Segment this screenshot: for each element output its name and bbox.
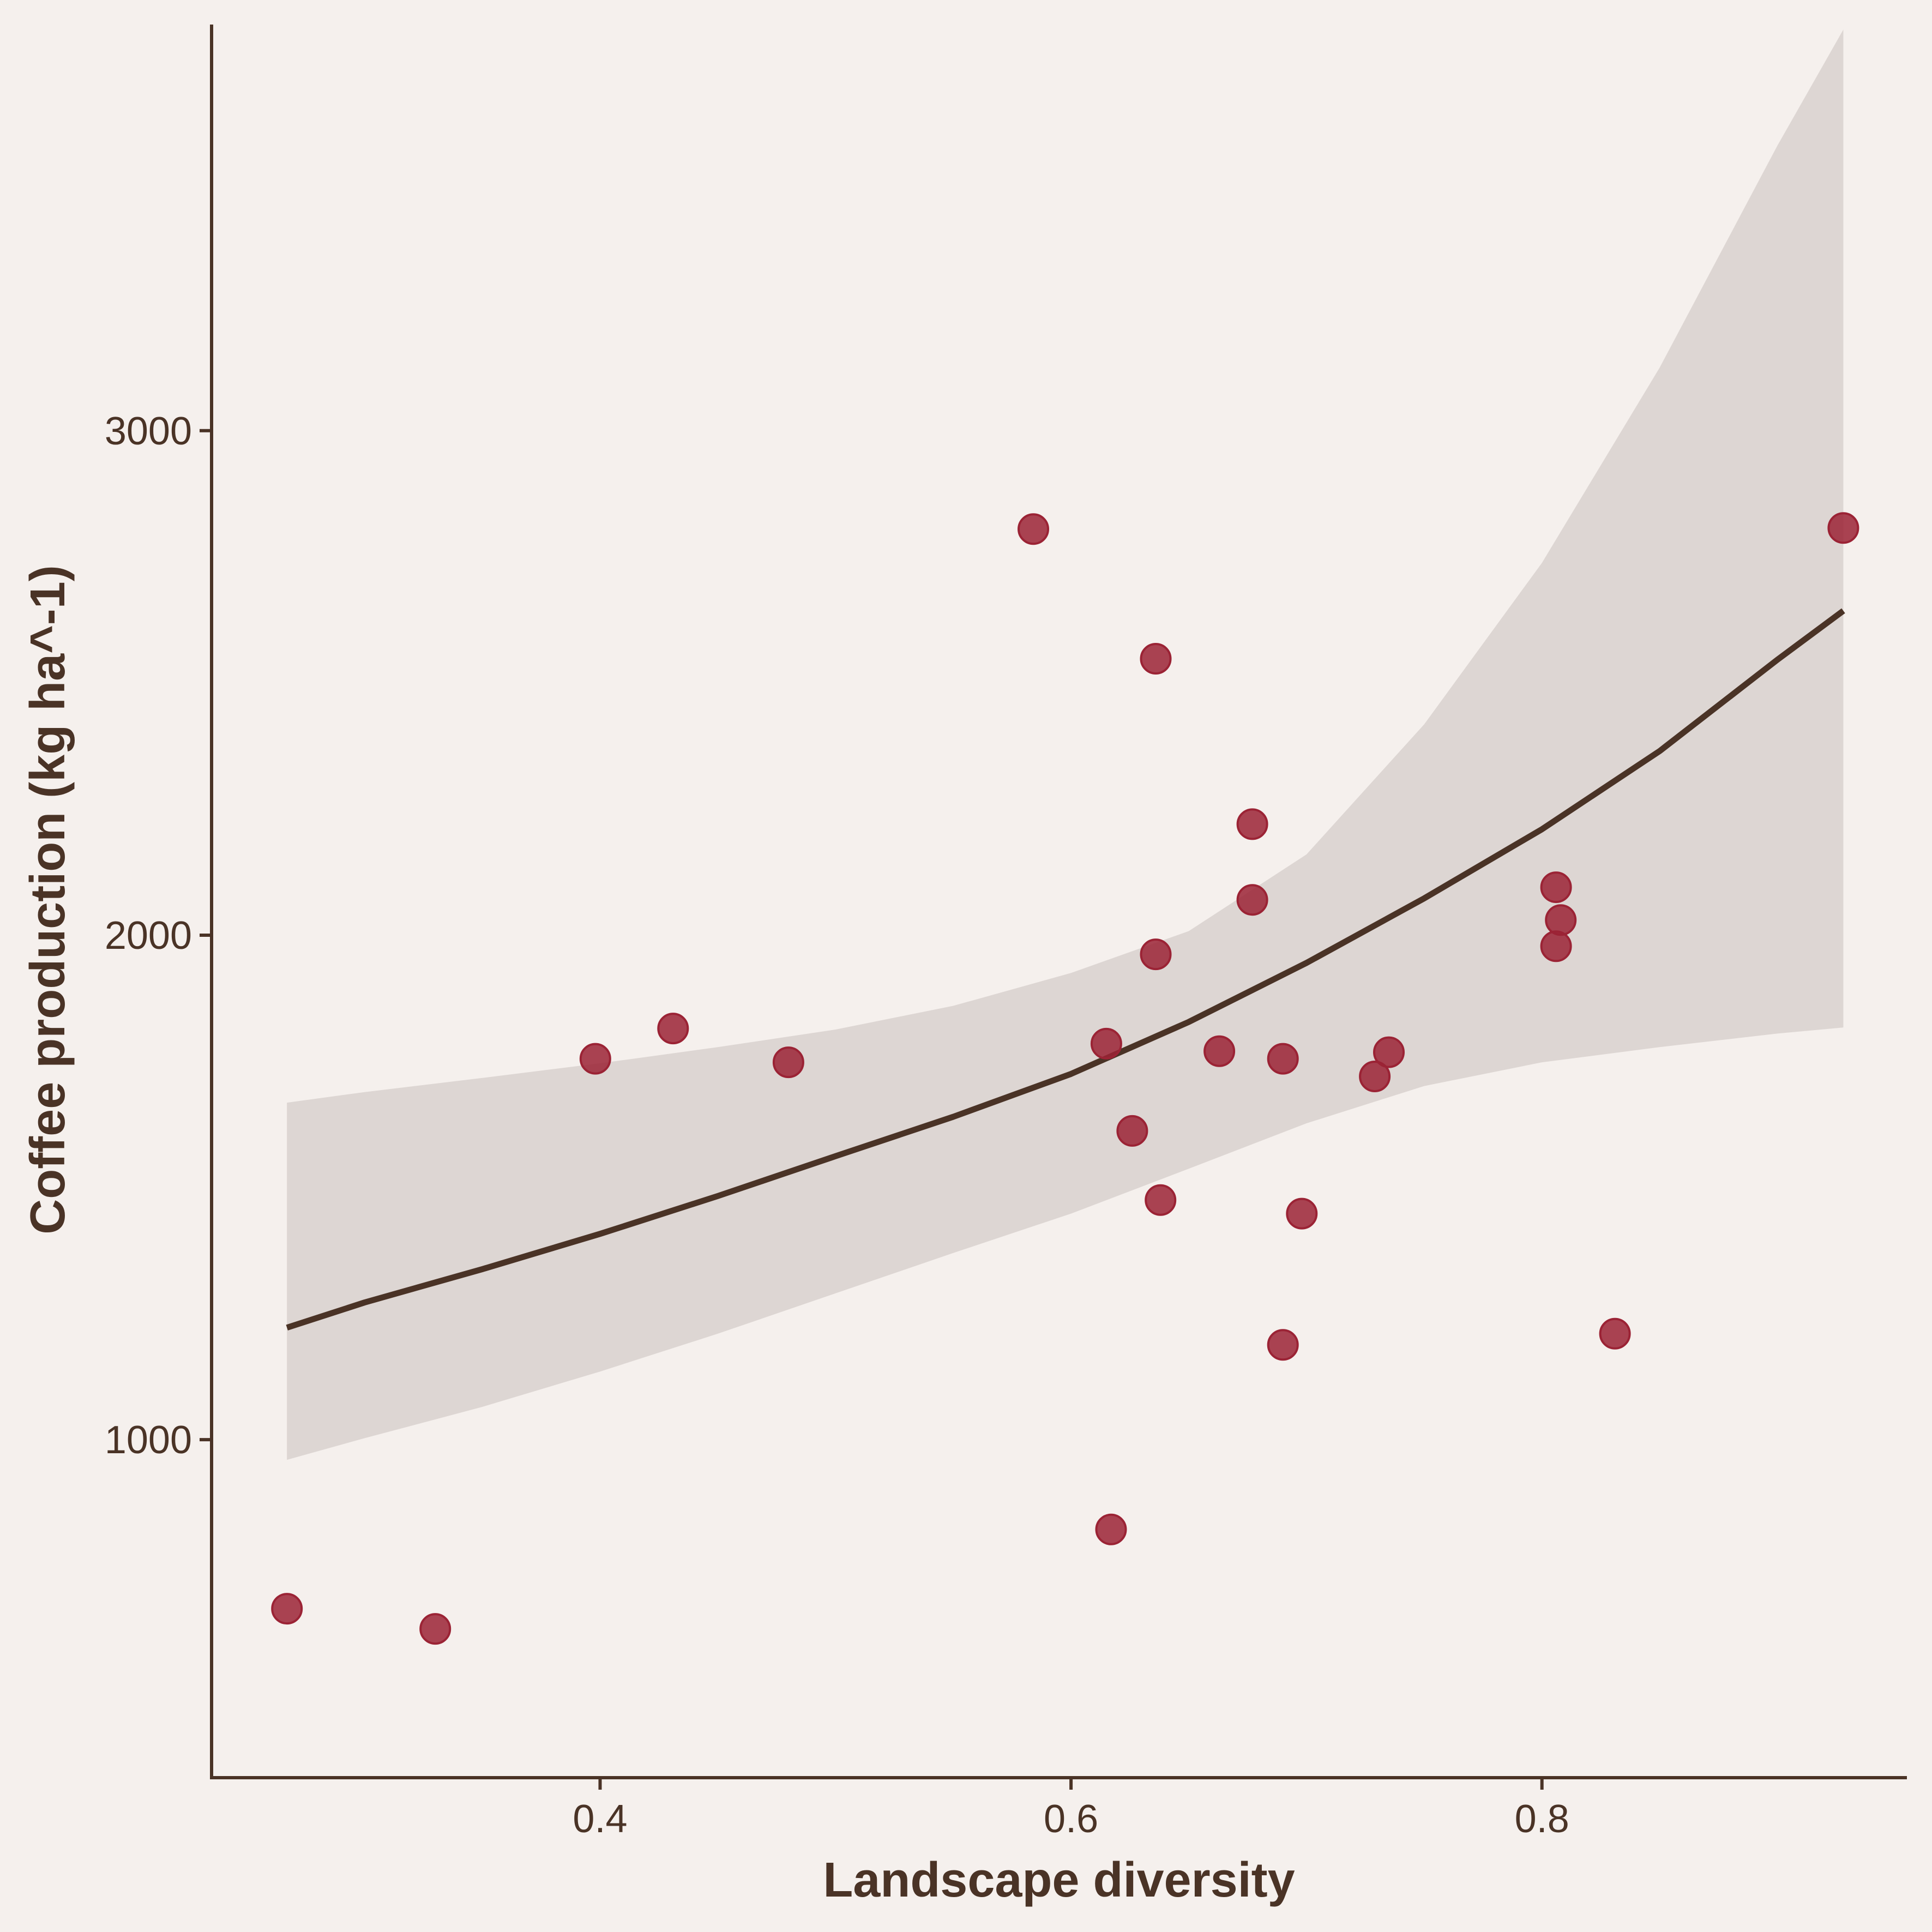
data-point: [1267, 1329, 1299, 1361]
data-point: [1018, 513, 1049, 545]
data-point: [1827, 512, 1859, 544]
confidence-ribbon: [287, 29, 1844, 1460]
data-point: [1140, 938, 1172, 971]
data-point: [1203, 1035, 1236, 1067]
data-point: [1145, 1184, 1177, 1216]
data-point: [1095, 1513, 1127, 1545]
y-axis-title: Coffee production (kg ha^-1): [21, 565, 75, 1235]
x-tick-label: 0.8: [1515, 1797, 1569, 1841]
data-point: [419, 1613, 452, 1645]
data-point: [1540, 930, 1572, 962]
data-point: [1267, 1043, 1299, 1075]
y-tick-label: 2000: [105, 914, 192, 958]
data-point: [1090, 1027, 1122, 1060]
y-tick-label: 1000: [105, 1418, 192, 1462]
data-point: [657, 1013, 689, 1045]
data-point: [772, 1046, 804, 1079]
data-point: [1236, 808, 1268, 840]
data-point: [1540, 871, 1572, 904]
data-point: [1599, 1317, 1631, 1350]
y-tick-label: 3000: [105, 410, 192, 453]
x-tick-label: 0.4: [573, 1797, 627, 1841]
data-point: [1286, 1197, 1318, 1230]
x-tick-label: 0.6: [1044, 1797, 1098, 1841]
data-point: [271, 1593, 303, 1625]
trend-line: [286, 608, 1845, 1331]
data-point: [1373, 1036, 1405, 1068]
data-point: [1359, 1061, 1391, 1092]
data-point: [1236, 884, 1268, 916]
data-point: [1140, 643, 1172, 675]
y-axis-ticks: 1000 2000 3000: [105, 410, 212, 1462]
x-axis-title: Landscape diversity: [823, 1853, 1295, 1907]
x-axis-ticks: 0.4 0.6 0.8: [573, 1778, 1569, 1841]
data-point: [1545, 904, 1577, 936]
data-points: [271, 512, 1859, 1645]
data-point: [579, 1043, 611, 1075]
data-point: [1116, 1115, 1148, 1147]
